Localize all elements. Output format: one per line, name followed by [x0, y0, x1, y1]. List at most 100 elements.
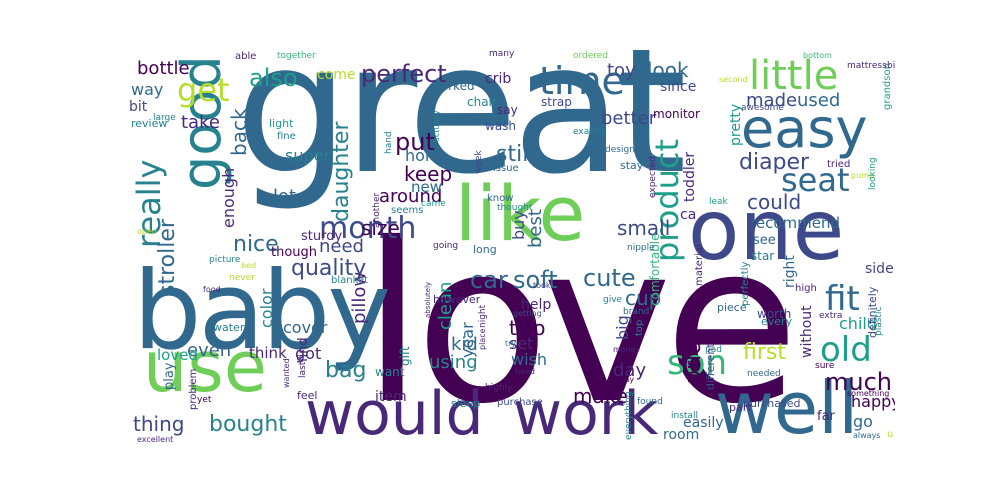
word-stay: stay — [620, 159, 644, 172]
word-top: top — [634, 319, 645, 336]
word-way: way — [131, 80, 164, 99]
word-large: large — [153, 113, 176, 123]
word-bag: bag — [325, 358, 367, 383]
word-crib: crib — [485, 71, 512, 87]
word-got: got — [295, 344, 322, 363]
word-wish: wish — [511, 350, 548, 369]
word-highly: highly — [485, 383, 513, 393]
word-material: material — [694, 244, 705, 286]
word-going: going — [433, 241, 459, 251]
word-cute: cute — [583, 264, 636, 292]
word-star: star — [751, 249, 775, 263]
word-head: head — [515, 367, 535, 376]
word-seat: seat — [781, 161, 850, 199]
word-come: come — [317, 67, 356, 83]
word-two: two — [509, 316, 546, 340]
word-without: without — [799, 305, 815, 358]
word-wash: wash — [485, 119, 517, 133]
word-play: play — [162, 362, 177, 390]
word-food: food — [203, 285, 221, 294]
word-open: open — [137, 227, 157, 236]
word-worth: worth — [757, 307, 792, 321]
word-color: color — [257, 288, 276, 328]
word-actually: actually — [432, 110, 441, 142]
word-love: love — [362, 196, 799, 445]
word-brand: brand — [623, 307, 650, 317]
word-extra: extra — [819, 311, 843, 321]
word-perfectly: perfectly — [740, 261, 751, 306]
word-little: little — [749, 53, 839, 99]
word-ca: ca — [680, 207, 697, 223]
word-loved: loved — [157, 346, 198, 364]
word-needed: needed — [747, 369, 781, 379]
word-bib: bib — [887, 61, 895, 71]
word-give: give — [603, 295, 623, 305]
word-away: away — [613, 375, 635, 384]
word-excellent: excellent — [137, 435, 174, 444]
word-also: also — [249, 64, 298, 92]
word-last: last — [298, 361, 308, 378]
word-sturdy: sturdy — [301, 229, 343, 244]
word-purchased: purchased — [743, 397, 801, 410]
word-small: small — [617, 216, 671, 240]
word-around: around — [379, 186, 443, 207]
word-set: set — [509, 334, 534, 353]
word-side: side — [865, 261, 894, 277]
word-enough: enough — [219, 167, 238, 228]
word-since: since — [660, 79, 697, 95]
word-car: car — [470, 266, 508, 294]
word-buy: buy — [509, 210, 528, 240]
word-even: even — [187, 340, 232, 361]
word-soft: soft — [513, 266, 558, 294]
word-pad: pad — [705, 345, 722, 355]
word-piece: piece — [717, 301, 747, 314]
word-day: day — [613, 360, 647, 381]
word-issue: issue — [493, 163, 519, 174]
word-bottom: bottom — [803, 51, 832, 60]
word-help: help — [521, 297, 552, 313]
word-using: using — [429, 352, 478, 373]
word-week: week — [474, 150, 484, 174]
word-however: however — [433, 293, 481, 306]
word-old: old — [820, 330, 872, 370]
word-install: install — [671, 411, 698, 421]
word-use: use — [143, 326, 267, 408]
word-know: know — [487, 193, 514, 204]
word-able: able — [235, 51, 257, 62]
word-together: together — [277, 51, 316, 61]
word-place: place — [478, 328, 487, 350]
word-work: work — [513, 379, 659, 445]
word-bit: bit — [129, 99, 148, 115]
word-high: high — [795, 283, 817, 294]
word-monitor: monitor — [653, 107, 700, 121]
word-came: came — [421, 199, 446, 209]
word-one: one — [688, 181, 845, 279]
word-well: well — [715, 366, 859, 445]
word-nipple: nipple — [627, 243, 655, 253]
word-night: night — [478, 304, 488, 328]
word-see: see — [753, 233, 776, 248]
word-different: different — [704, 343, 717, 390]
word-though: though — [271, 245, 318, 260]
word-every: every — [761, 315, 793, 328]
word-found: found — [637, 397, 663, 407]
word-review: review — [131, 117, 168, 130]
word-u: u — [887, 429, 894, 440]
word-money: money — [613, 345, 641, 354]
word-need: need — [319, 236, 364, 257]
word-make: make — [573, 384, 628, 408]
word-light: light — [269, 117, 294, 130]
word-many: many — [489, 50, 515, 59]
word-lot: lot — [273, 186, 297, 207]
word-keep: keep — [404, 162, 453, 186]
word-always: always — [853, 431, 881, 440]
word-used: used — [797, 90, 841, 111]
word-easily: easily — [683, 415, 724, 431]
word-absolutely: absolutely — [424, 281, 432, 318]
word-fine: fine — [277, 131, 296, 142]
word-child: child — [839, 314, 877, 333]
word-toy: toy — [607, 60, 636, 81]
word-new: new — [411, 178, 443, 196]
word-ordered: ordered — [573, 51, 609, 61]
